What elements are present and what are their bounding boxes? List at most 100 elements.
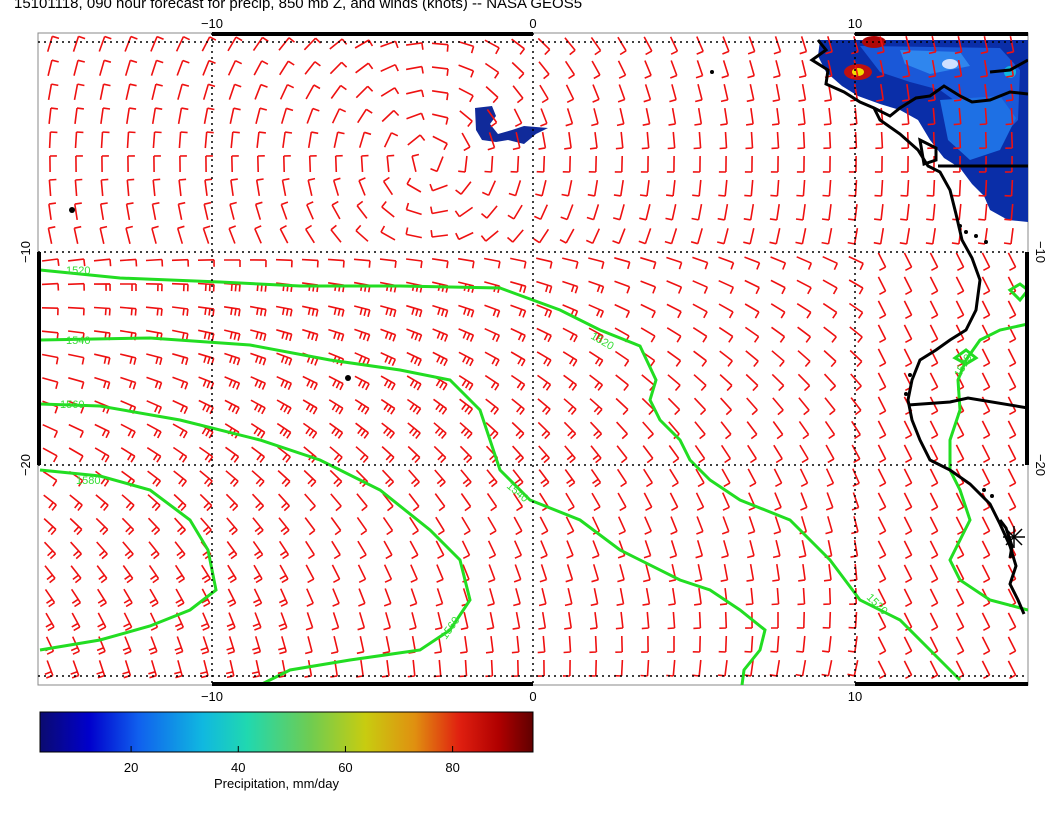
wind-barb (97, 588, 107, 608)
wind-barb (744, 155, 753, 173)
wind-barb (330, 493, 342, 512)
wind-barb (669, 492, 679, 512)
wind-barb (484, 327, 501, 343)
wind-barb (873, 227, 885, 245)
wind-barb (667, 636, 675, 653)
wind-barb (380, 375, 396, 391)
wind-barb (281, 178, 290, 197)
wind-barb (75, 155, 83, 173)
wind-barb (510, 351, 526, 367)
wind-barb (825, 468, 835, 487)
wind-barb (565, 108, 574, 127)
wind-barb (641, 635, 649, 653)
wind-barb (44, 565, 56, 584)
contour-labels: 1520 1520 1540 1540 1560 1560 1580 1520 … (60, 265, 975, 642)
wind-barb (615, 635, 623, 653)
wind-barb (280, 201, 289, 220)
wind-barb (172, 353, 189, 366)
wind-barb (616, 587, 625, 606)
wind-barb (643, 84, 652, 103)
wind-barb (848, 155, 857, 173)
wind-barb (409, 540, 419, 560)
wind-barb (876, 83, 884, 102)
wind-barb (1007, 636, 1017, 656)
wind-barb (796, 279, 812, 295)
wind-barb (405, 65, 424, 74)
wind-barb (250, 399, 266, 415)
wind-barb (253, 564, 263, 584)
wind-barb (126, 178, 135, 197)
wind-barb (122, 541, 134, 560)
wind-barb (382, 493, 394, 512)
wind-barb (643, 468, 653, 488)
wind-barb (458, 64, 475, 78)
wind-barb (121, 494, 135, 512)
wind-barb (511, 38, 526, 55)
wind-barb (202, 83, 216, 100)
wind-barb (178, 131, 188, 149)
wind-barb (430, 229, 449, 238)
wind-barb (773, 60, 781, 79)
wind-barb (228, 83, 242, 100)
wind-barb (537, 421, 551, 440)
wind-barb (197, 259, 215, 267)
wind-barb (380, 87, 400, 97)
wind-barb (41, 353, 59, 365)
wind-barb (979, 107, 988, 126)
wind-barb (148, 660, 158, 679)
wind-barb (539, 84, 549, 104)
wind-barb (41, 258, 60, 267)
wind-barb (251, 660, 261, 679)
wind-barb (250, 352, 267, 366)
wind-barb (955, 252, 965, 272)
wind-barb (151, 83, 163, 100)
wind-barb (254, 83, 268, 100)
wind-barb (747, 516, 756, 535)
wind-barb (282, 131, 293, 149)
wind-barb (405, 227, 422, 239)
wind-barb (230, 178, 238, 197)
wind-barb (145, 306, 163, 316)
wind-barb (278, 636, 287, 655)
wind-barb (981, 252, 991, 272)
wind-barb (771, 107, 780, 126)
wind-barb (68, 423, 84, 439)
wind-barb (126, 107, 137, 125)
wind-barb (455, 231, 474, 241)
wind-barb (459, 110, 473, 128)
wind-barb (535, 180, 547, 197)
wind-barb (360, 154, 369, 173)
wind-barb (381, 422, 395, 439)
wind-barb (565, 84, 575, 104)
wind-barb (459, 445, 473, 464)
wind-barb (952, 155, 961, 173)
wind-barb (615, 131, 624, 150)
wind-barb (821, 660, 833, 677)
wind-barb (748, 492, 756, 511)
wind-barb (850, 373, 862, 392)
wind-barb (278, 493, 290, 512)
wind-barb (876, 36, 885, 55)
wind-barb (639, 204, 651, 221)
wind-barb (694, 421, 706, 440)
wind-barb (460, 493, 472, 512)
wind-barb (331, 200, 341, 220)
wind-barb (533, 204, 549, 221)
wind-barb (694, 444, 706, 464)
wind-barb (1007, 492, 1017, 512)
wind-barb (774, 492, 782, 511)
wind-barb (380, 305, 397, 318)
wind-barb (720, 421, 732, 440)
wind-barb (327, 258, 345, 268)
wind-barb (744, 179, 754, 197)
wind-barb (276, 352, 293, 366)
wind-barb (202, 225, 211, 244)
wind-barb (69, 517, 83, 536)
wind-barb (903, 492, 913, 512)
wind-barb (903, 300, 913, 320)
wind-barb (458, 40, 475, 54)
wind-barb (256, 131, 266, 148)
wind-barb (330, 84, 347, 99)
wind-barb (669, 36, 679, 55)
wind-barb (666, 659, 676, 677)
